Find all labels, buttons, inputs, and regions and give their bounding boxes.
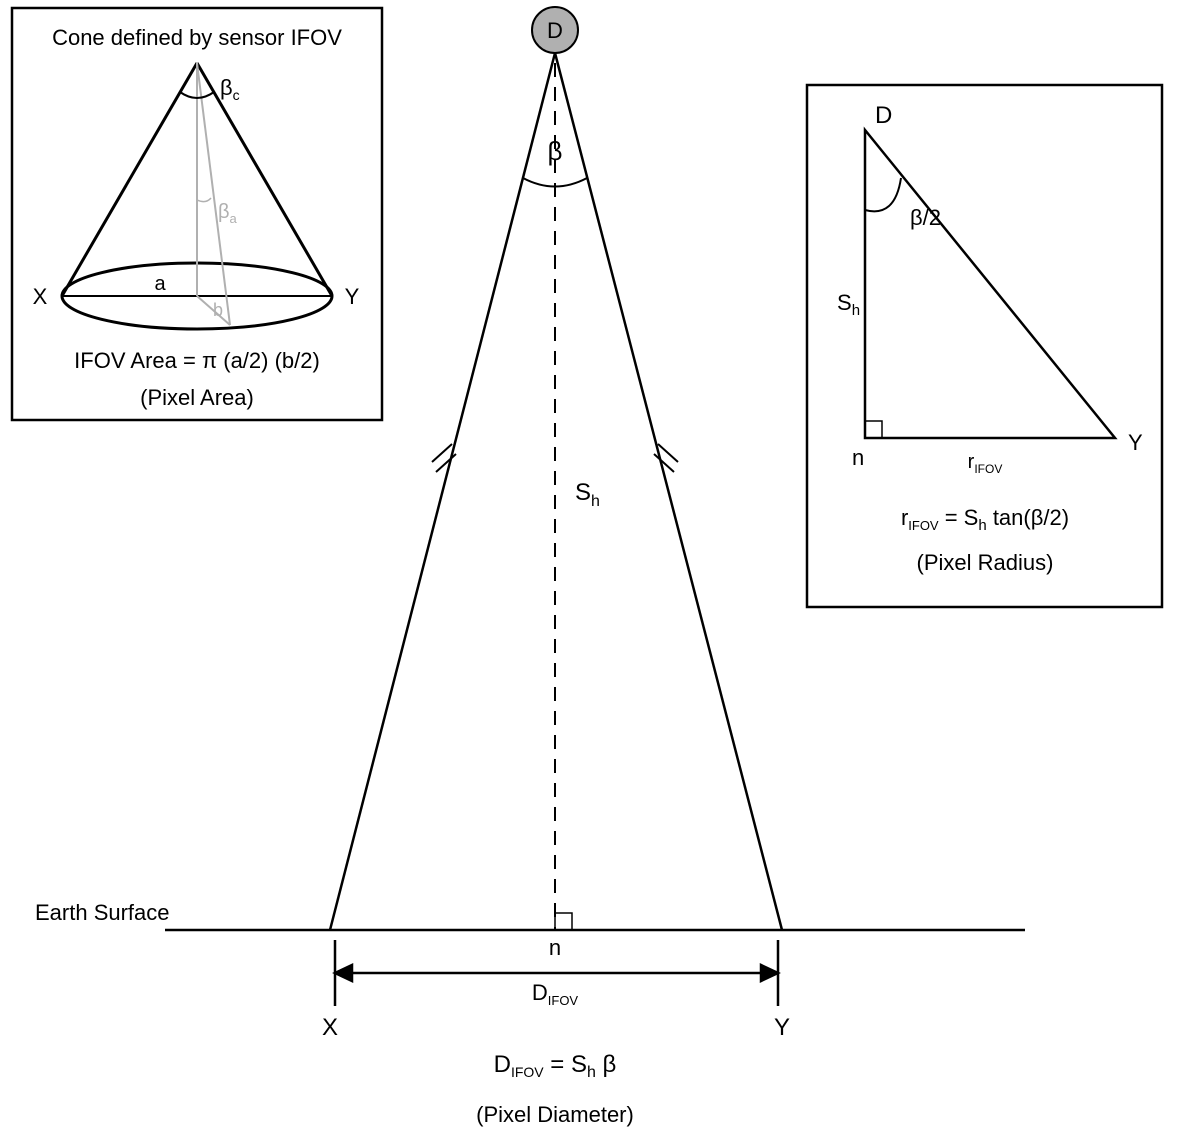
beta-half-label: β/2: [910, 205, 941, 230]
difov-equation: DIFOV = Sh β: [494, 1051, 617, 1081]
beta-c-label: βc: [220, 75, 240, 103]
triangle-left-side: [330, 53, 555, 930]
beta-a-label: βa: [218, 201, 238, 226]
d-label-right: D: [875, 102, 892, 129]
a-label: a: [154, 273, 166, 295]
beta-a-arc: [197, 198, 211, 202]
left-panel-title: Cone defined by sensor IFOV: [52, 25, 342, 50]
n-label: n: [549, 935, 561, 960]
left-panel: Cone defined by sensor IFOV βc βa a b X …: [12, 8, 382, 420]
ifov-area-eq: IFOV Area = π (a/2) (b/2): [74, 348, 320, 373]
b-label: b: [213, 300, 223, 320]
y-label-right: Y: [1128, 430, 1143, 455]
cone-gray-line: [197, 63, 230, 325]
right-angle-marker: [555, 913, 572, 930]
beta-half-arc: [865, 178, 901, 211]
rifov-label: rIFOV: [968, 451, 1003, 476]
n-label-right: n: [852, 445, 864, 470]
diagram-canvas: D β Sh Earth Surface n: [0, 0, 1181, 1143]
pixel-area-label: (Pixel Area): [140, 385, 254, 410]
y-label-main: Y: [774, 1014, 790, 1041]
sh-label-right: Sh: [837, 290, 860, 319]
sensor-label: D: [547, 18, 563, 43]
rifov-equation: rIFOV = Sh tan(β/2): [901, 505, 1069, 534]
y-label-cone: Y: [345, 284, 360, 309]
pixel-radius-label: (Pixel Radius): [917, 550, 1054, 575]
right-panel: D β/2 Sh n Y rIFOV rIFOV = Sh tan(β/2) (…: [807, 85, 1162, 607]
x-label-main: X: [322, 1014, 338, 1041]
x-label-cone: X: [33, 284, 48, 309]
cone-left: [62, 63, 197, 296]
difov-label: DIFOV: [532, 980, 579, 1008]
earth-label: Earth Surface: [35, 900, 170, 925]
beta-label: β: [548, 136, 563, 166]
right-triangle: [865, 130, 1115, 438]
right-angle-box: [865, 421, 882, 438]
cone-right: [197, 63, 332, 296]
diagram-svg: D β Sh Earth Surface n: [0, 0, 1181, 1143]
main-triangle-diagram: D β Sh Earth Surface n: [35, 7, 1025, 1127]
pixel-diameter-label: (Pixel Diameter): [476, 1102, 634, 1127]
sh-label: Sh: [575, 479, 600, 510]
